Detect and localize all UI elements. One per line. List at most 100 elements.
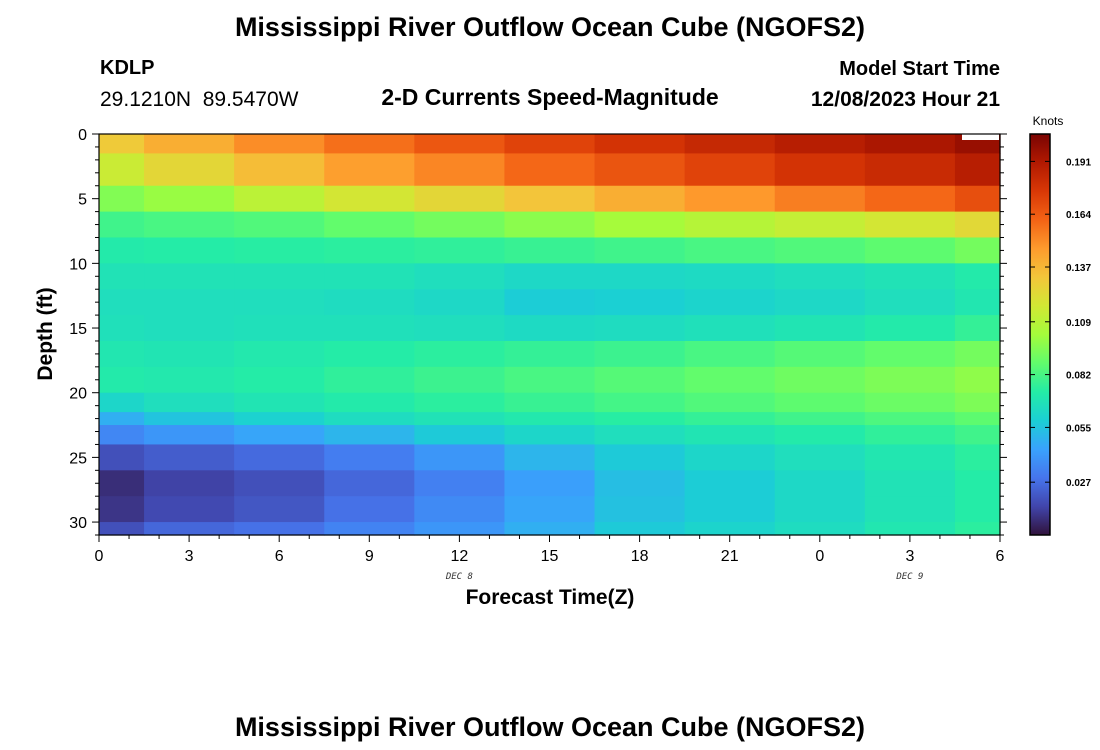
- heatmap-cell: [594, 211, 686, 239]
- heatmap-cell: [864, 237, 956, 264]
- heatmap-cell: [774, 289, 866, 316]
- heatmap-cell: [144, 289, 235, 316]
- heatmap-cell: [414, 470, 506, 497]
- heatmap-cell: [504, 263, 596, 290]
- heatmap-cell: [504, 522, 596, 536]
- white-marker: [962, 134, 999, 140]
- plot-subtitle: 2-D Currents Speed-Magnitude: [381, 84, 718, 110]
- heatmap-cell: [684, 470, 776, 497]
- heatmap-cell: [954, 470, 1001, 497]
- x-tick-label: 9: [365, 548, 374, 565]
- heatmap-cell: [234, 522, 325, 536]
- heatmap-cell: [324, 153, 415, 187]
- colorbar-label: Knots: [1033, 114, 1064, 128]
- heatmap-cell: [234, 263, 325, 290]
- x-axis: 0 3 6 9 12 15 18 21 0 3 6 DEC 8 DEC 9: [95, 535, 1005, 582]
- heatmap-cell: [144, 496, 235, 523]
- heatmap-cell: [594, 237, 686, 264]
- heatmap-cell: [144, 392, 235, 413]
- main-title: Mississippi River Outflow Ocean Cube (NG…: [235, 12, 865, 42]
- heatmap-cell: [684, 392, 776, 413]
- heatmap-cell: [774, 134, 866, 154]
- x-tick-label: 6: [275, 548, 284, 565]
- heatmap-cell: [594, 185, 686, 213]
- heatmap-cell: [504, 153, 596, 187]
- heatmap-cell: [99, 315, 145, 342]
- heatmap-cell: [594, 522, 686, 536]
- heatmap-cell: [234, 185, 325, 213]
- x-tick-label: 6: [996, 548, 1005, 565]
- heatmap-cell: [414, 340, 506, 368]
- colorbar-tick-label: 0.055: [1066, 423, 1091, 434]
- heatmap-cell: [954, 496, 1001, 523]
- heatmap-cell: [99, 185, 145, 213]
- heatmap-cell: [234, 496, 325, 523]
- heatmap-cell: [774, 412, 866, 426]
- heatmap-cell: [324, 425, 415, 446]
- y-tick-label: 30: [69, 515, 87, 532]
- heatmap-cell: [504, 496, 596, 523]
- heatmap-cell: [774, 425, 866, 446]
- heatmap-cell: [144, 134, 235, 154]
- heatmap-cell: [99, 237, 145, 264]
- heatmap-cell: [144, 444, 235, 471]
- y-tick-label: 20: [69, 386, 87, 403]
- x-tick-label: 0: [95, 548, 104, 565]
- heatmap-cell: [504, 470, 596, 497]
- heatmap-cell: [414, 412, 506, 426]
- heatmap-cell: [774, 237, 866, 264]
- heatmap-cell: [414, 315, 506, 342]
- heatmap-cell: [234, 366, 325, 394]
- heatmap-cell: [864, 211, 956, 239]
- x-tick-label: 21: [721, 548, 739, 565]
- colorbar-tick-label: 0.109: [1066, 318, 1091, 329]
- heatmap-cell: [504, 425, 596, 446]
- heatmap-cell: [864, 340, 956, 368]
- heatmap-cell: [684, 496, 776, 523]
- heatmap-cell: [684, 289, 776, 316]
- heatmap-cell: [234, 340, 325, 368]
- heatmap-cell: [954, 522, 1001, 536]
- heatmap-cell: [234, 237, 325, 264]
- heatmap-cell: [684, 134, 776, 154]
- date-label: DEC 9: [895, 572, 923, 582]
- heatmap-cell: [99, 340, 145, 368]
- heatmap-cell: [864, 315, 956, 342]
- heatmap-cell: [234, 470, 325, 497]
- heatmap-cell: [144, 425, 235, 446]
- heatmap-cell: [144, 315, 235, 342]
- heatmap-cell: [414, 392, 506, 413]
- heatmap-cell: [594, 134, 686, 154]
- heatmap-cell: [414, 425, 506, 446]
- heatmap-cell: [144, 185, 235, 213]
- heatmap-cell: [504, 392, 596, 413]
- heatmap-cell: [684, 315, 776, 342]
- heatmap-cell: [504, 211, 596, 239]
- heatmap-cell: [504, 315, 596, 342]
- heatmap-cell: [324, 289, 415, 316]
- heatmap-cell: [774, 211, 866, 239]
- heatmap-cell: [504, 444, 596, 471]
- heatmap-cell: [684, 425, 776, 446]
- heatmap-cell: [414, 366, 506, 394]
- heatmap-cell: [774, 392, 866, 413]
- heatmap-cell: [99, 392, 145, 413]
- heatmap-cell: [504, 134, 596, 154]
- heatmap-cell: [324, 522, 415, 536]
- x-tick-label: 3: [905, 548, 914, 565]
- x-tick-label: 18: [631, 548, 649, 565]
- heatmap-cell: [414, 496, 506, 523]
- heatmap-cell: [774, 153, 866, 187]
- x-axis-label: Forecast Time(Z): [466, 586, 635, 609]
- heatmap-cell: [864, 444, 956, 471]
- heatmap-cell: [594, 263, 686, 290]
- heatmap-cell: [774, 522, 866, 536]
- y-axis: 0 5 10 15 20 25 30: [69, 127, 1007, 536]
- heatmap-cell: [684, 153, 776, 187]
- x-tick-label: 3: [185, 548, 194, 565]
- heatmap-cell: [864, 392, 956, 413]
- heatmap-cell: [864, 153, 956, 187]
- heatmap-cell: [144, 263, 235, 290]
- heatmap-cell: [324, 315, 415, 342]
